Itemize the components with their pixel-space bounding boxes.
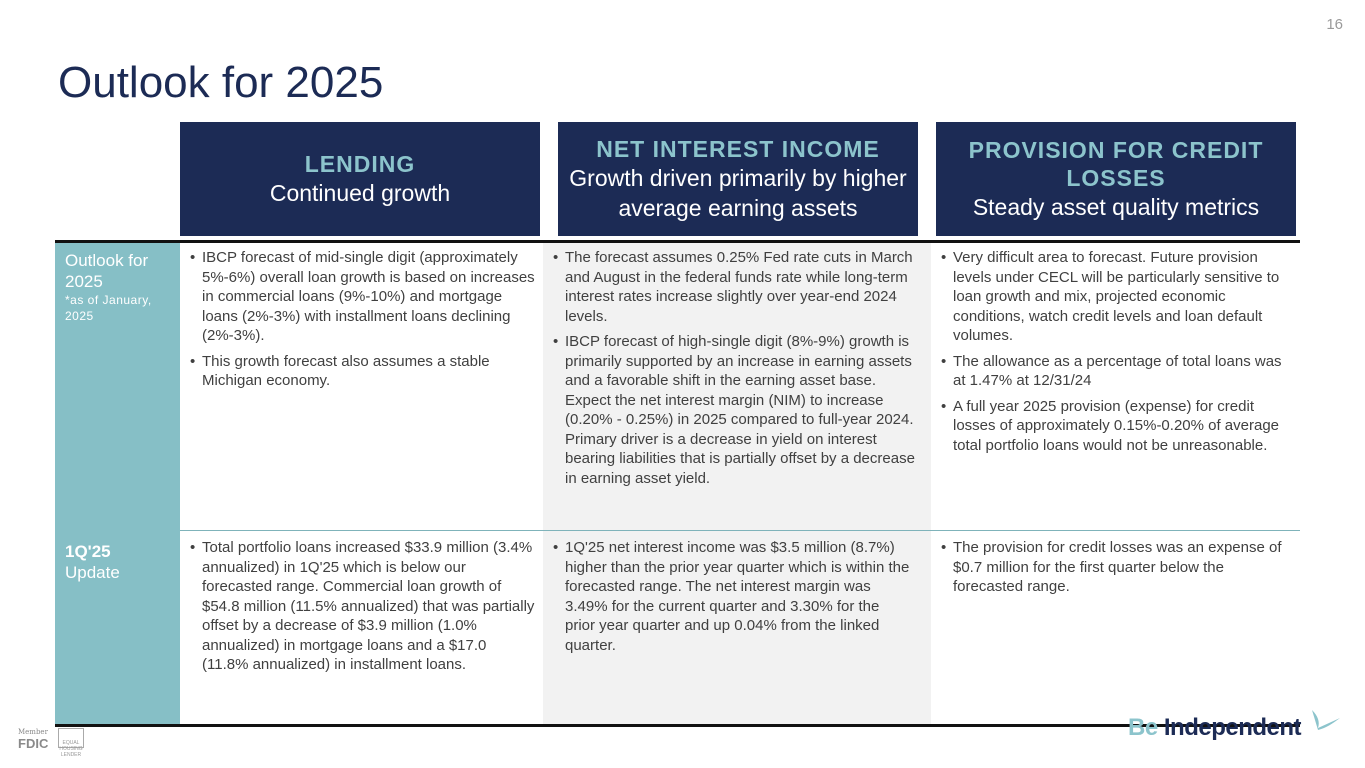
bullet: The provision for credit losses was an e… bbox=[941, 538, 1286, 597]
bullet: Total portfolio loans increased $33.9 mi… bbox=[190, 538, 535, 675]
header-subtitle: Growth driven primarily by higher averag… bbox=[569, 165, 907, 221]
row-label-column bbox=[55, 243, 180, 724]
row-label-1q25: 1Q'25 Update bbox=[65, 541, 175, 583]
bullet: IBCP forecast of mid-single digit (appro… bbox=[190, 248, 535, 346]
table-top-rule bbox=[55, 240, 1300, 243]
row-label-note: *as of January, 2025 bbox=[65, 293, 152, 323]
header-net-interest-income: NET INTEREST INCOME Growth driven primar… bbox=[558, 122, 918, 236]
bullet: The allowance as a percentage of total l… bbox=[941, 352, 1296, 391]
fdic-member: Member bbox=[18, 728, 48, 736]
header-title: NET INTEREST INCOME bbox=[596, 136, 880, 162]
bullet: IBCP forecast of high-single digit (8%-9… bbox=[553, 332, 925, 488]
company-logo: Be Independent bbox=[1128, 710, 1340, 742]
header-subtitle: Continued growth bbox=[269, 180, 451, 206]
table-bottom-rule bbox=[55, 724, 1300, 727]
equal-housing-lender-icon: EQUAL HOUSING LENDER bbox=[58, 728, 84, 758]
bullet: Very difficult area to forecast. Future … bbox=[941, 248, 1296, 346]
header-title: LENDING bbox=[304, 151, 416, 177]
row-separator bbox=[180, 530, 1300, 531]
header-title: PROVISION FOR CREDIT LOSSES bbox=[968, 137, 1264, 191]
cell-outlook-provision: Very difficult area to forecast. Future … bbox=[941, 248, 1296, 461]
header-provision: PROVISION FOR CREDIT LOSSES Steady asset… bbox=[936, 122, 1296, 236]
row-label-outlook: Outlook for 2025 *as of January, 2025 bbox=[65, 250, 175, 324]
header-lending: LENDING Continued growth bbox=[180, 122, 540, 236]
page-number: 16 bbox=[1326, 16, 1343, 33]
cell-1q25-provision: The provision for credit losses was an e… bbox=[941, 538, 1286, 603]
bullet: A full year 2025 provision (expense) for… bbox=[941, 397, 1296, 456]
fdic-text: FDIC bbox=[18, 736, 49, 751]
bullet: 1Q'25 net interest income was $3.5 milli… bbox=[553, 538, 913, 655]
page-title: Outlook for 2025 bbox=[58, 58, 384, 107]
row-label-text: 1Q'25 bbox=[65, 542, 111, 561]
bird-icon bbox=[1312, 710, 1340, 730]
row-label-text: Update bbox=[65, 563, 120, 582]
cell-outlook-nii: The forecast assumes 0.25% Fed rate cuts… bbox=[553, 248, 925, 494]
cell-1q25-lending: Total portfolio loans increased $33.9 mi… bbox=[190, 538, 535, 681]
bullet: This growth forecast also assumes a stab… bbox=[190, 352, 535, 391]
cell-outlook-lending: IBCP forecast of mid-single digit (appro… bbox=[190, 248, 535, 397]
logo-be: Be bbox=[1128, 714, 1158, 741]
row-label-text: Outlook for 2025 bbox=[65, 251, 149, 291]
cell-1q25-nii: 1Q'25 net interest income was $3.5 milli… bbox=[553, 538, 913, 661]
logo-independent: Independent bbox=[1163, 714, 1302, 741]
bullet: The forecast assumes 0.25% Fed rate cuts… bbox=[553, 248, 925, 326]
header-subtitle: Steady asset quality metrics bbox=[972, 194, 1260, 220]
fdic-logo: Member FDIC bbox=[18, 727, 49, 751]
